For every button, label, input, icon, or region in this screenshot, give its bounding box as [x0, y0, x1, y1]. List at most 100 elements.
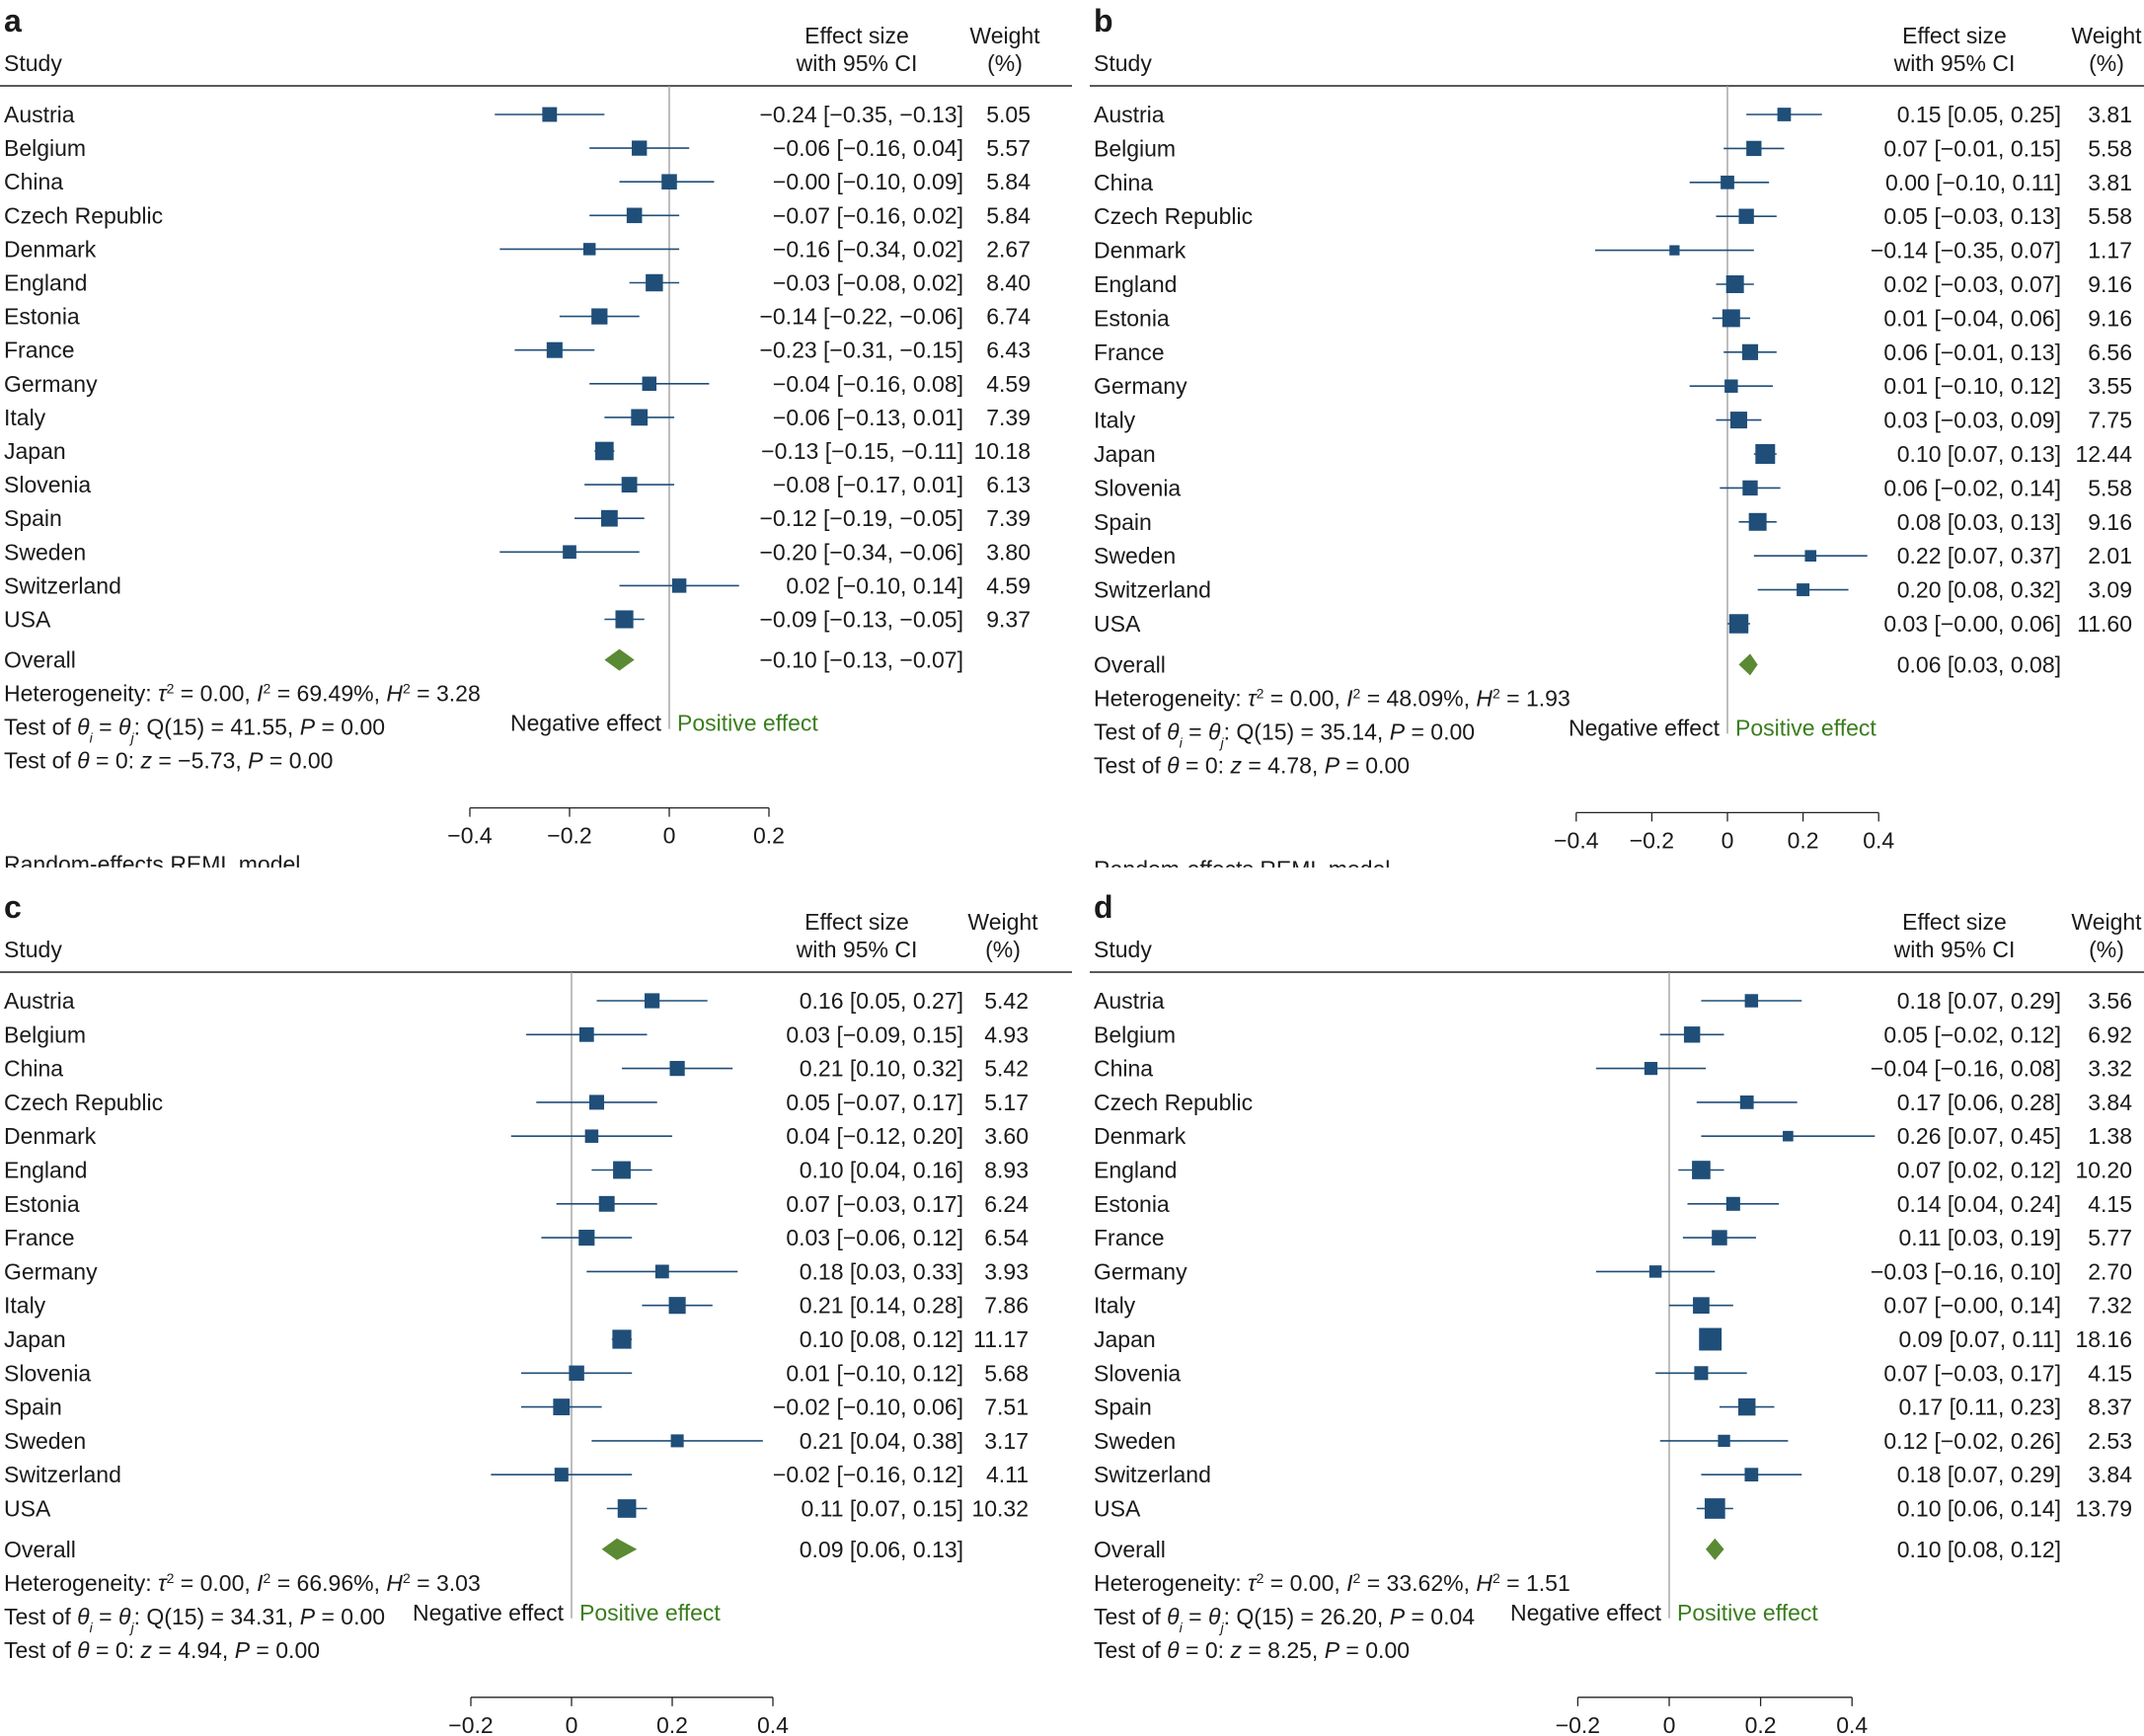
effect-ci-value: 0.01 [−0.10, 0.12] [786, 1360, 963, 1386]
study-name: Slovenia [4, 472, 91, 497]
weight-value: 6.43 [986, 338, 1031, 363]
overall-z-test-part: z [1229, 752, 1242, 778]
effect-ci-value: −0.14 [−0.35, 0.07] [1871, 238, 2061, 264]
x-tick-label: 0.2 [1745, 1712, 1777, 1736]
study-name: China [4, 1056, 63, 1082]
effect-ci-value: 0.06 [−0.02, 0.14] [1883, 475, 2061, 500]
heterogeneity-stats: Heterogeneity: τ2 = 0.00, I2 = 66.96%, H… [4, 1570, 481, 1596]
weight-value: 3.81 [2088, 170, 2132, 195]
effect-marker [642, 376, 657, 392]
weight-value: 5.58 [2088, 203, 2132, 229]
weight-value: 11.60 [2077, 611, 2132, 637]
study-name: USA [4, 1496, 51, 1522]
positive-effect-label: Positive effect [1677, 1600, 1818, 1625]
study-name: Czech Republic [4, 202, 163, 228]
study-name: Austria [1094, 988, 1165, 1014]
weight-value: 18.16 [2075, 1326, 2132, 1352]
effect-ci-value: −0.23 [−0.31, −0.15] [759, 338, 963, 363]
effect-marker [612, 1329, 632, 1349]
positive-effect-label: Positive effect [1735, 715, 1876, 740]
effect-marker [1746, 140, 1762, 157]
overall-z-test-part: Test of [4, 748, 77, 774]
study-name: Sweden [4, 1428, 86, 1454]
overall-z-test: Test of θ = 0: z = −5.73, P = 0.00 [4, 748, 333, 774]
weight-value: 3.60 [984, 1123, 1029, 1149]
overall-label: Overall [1094, 651, 1166, 677]
study-name: France [4, 1225, 75, 1250]
heterogeneity-stats-part: 2 [1257, 685, 1264, 701]
homogeneity-test-part: i [1180, 1620, 1184, 1635]
homogeneity-test-part: = 0.04 [1405, 1604, 1475, 1629]
overall-ci-value: 0.10 [0.08, 0.12] [1897, 1537, 2061, 1562]
study-name: Estonia [4, 1191, 80, 1217]
effect-ci-value: −0.03 [−0.16, 0.10] [1871, 1258, 2061, 1284]
study-name: Germany [4, 371, 98, 397]
heterogeneity-stats-part: = 66.96%, [270, 1570, 386, 1596]
weight-value: 6.56 [2088, 340, 2132, 365]
effect-ci-value: 0.10 [0.08, 0.12] [800, 1326, 963, 1352]
weight-value: 2.01 [2088, 543, 2132, 568]
effect-ci-value: 0.14 [0.04, 0.24] [1897, 1191, 2061, 1217]
effect-marker [1738, 208, 1754, 224]
effect-marker [669, 1060, 685, 1077]
heterogeneity-stats-part: Heterogeneity: [4, 1570, 158, 1596]
effect-ci-value: 0.07 [−0.03, 0.17] [786, 1191, 963, 1217]
effect-ci-value: 0.07 [−0.01, 0.15] [1883, 135, 2061, 161]
homogeneity-test: Test of θi = θj: Q(15) = 26.20, P = 0.04 [1094, 1604, 1475, 1635]
weight-value: 5.84 [986, 169, 1031, 194]
overall-z-test-part: = 0.00 [263, 748, 333, 774]
effect-ci-value: 0.07 [−0.00, 0.14] [1883, 1293, 2061, 1319]
x-tick-label: −0.2 [1556, 1712, 1600, 1736]
effect-marker [1725, 1196, 1740, 1211]
overall-z-test-part: = 4.78, [1242, 752, 1325, 778]
study-name: USA [4, 607, 51, 633]
homogeneity-test-part: j [1218, 1620, 1224, 1635]
heterogeneity-stats-part: I [257, 681, 264, 707]
overall-label: Overall [4, 1537, 76, 1562]
study-name: Spain [4, 1395, 62, 1420]
weight-value: 7.86 [984, 1293, 1029, 1319]
effect-ci-value: 0.03 [−0.00, 0.06] [1883, 611, 2061, 637]
negative-effect-label: Negative effect [1569, 715, 1721, 740]
weight-value: 4.15 [2088, 1191, 2132, 1217]
header-ci: with 95% CI [796, 50, 918, 76]
weight-value: 5.58 [2088, 475, 2132, 500]
overall-z-test-part: = 0: [1180, 1637, 1231, 1663]
study-name: England [1094, 271, 1177, 297]
effect-ci-value: 0.09 [0.07, 0.11] [1898, 1326, 2061, 1352]
weight-value: 3.84 [2088, 1462, 2132, 1487]
homogeneity-test-part: j [128, 1620, 134, 1635]
study-name: France [4, 338, 75, 363]
homogeneity-test-part: : Q(15) = 35.14, [1224, 718, 1390, 744]
study-name: France [1094, 1225, 1165, 1250]
effect-ci-value: 0.18 [0.03, 0.33] [800, 1258, 963, 1284]
effect-marker [1797, 583, 1810, 597]
weight-value: 3.17 [984, 1428, 1029, 1454]
weight-value: 5.05 [986, 102, 1031, 127]
x-tick-label: 0.2 [656, 1712, 688, 1736]
effect-marker [584, 1129, 599, 1143]
effect-marker [553, 1398, 571, 1416]
heterogeneity-stats-part: Heterogeneity: [4, 681, 158, 707]
effect-ci-value: −0.13 [−0.15, −0.11] [761, 438, 963, 464]
overall-z-test-part: P [1325, 1637, 1340, 1663]
x-tick-label: 0.4 [757, 1712, 789, 1736]
effect-marker [646, 273, 663, 292]
overall-z-test: Test of θ = 0: z = 8.25, P = 0.00 [1094, 1637, 1410, 1663]
header-study: Study [4, 50, 62, 76]
study-name: Sweden [1094, 543, 1176, 568]
effect-marker [1693, 1297, 1710, 1315]
weight-value: 5.58 [2088, 135, 2132, 161]
heterogeneity-stats-part: 2 [264, 681, 271, 697]
effect-marker [598, 1195, 615, 1212]
effect-marker [661, 174, 677, 189]
homogeneity-test-part: θ [1208, 718, 1221, 744]
effect-marker [1741, 343, 1759, 360]
effect-marker [601, 509, 618, 527]
x-tick-label: −0.2 [1630, 827, 1674, 853]
forest-plot-panel-c: c Study Effect size with 95% CI Weight (%) Aus… [0, 868, 1072, 1736]
effect-marker [1718, 1434, 1730, 1448]
homogeneity-test-part: j [128, 730, 134, 746]
